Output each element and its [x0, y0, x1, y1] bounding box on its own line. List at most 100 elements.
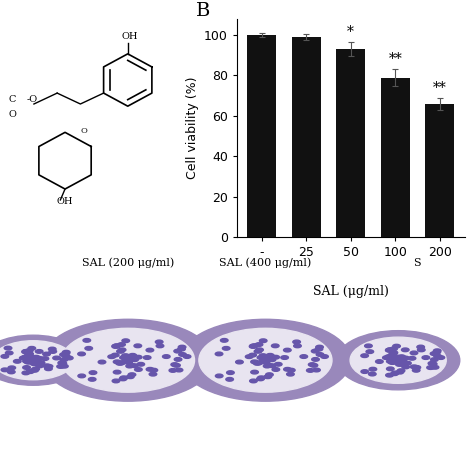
Circle shape	[254, 349, 262, 353]
Circle shape	[32, 367, 39, 371]
Circle shape	[129, 354, 137, 357]
Circle shape	[391, 372, 398, 375]
Circle shape	[433, 349, 441, 353]
Text: S: S	[413, 258, 421, 268]
Circle shape	[111, 353, 119, 357]
Circle shape	[236, 360, 243, 364]
Circle shape	[393, 357, 401, 361]
Circle shape	[28, 357, 36, 361]
Circle shape	[134, 344, 142, 347]
Circle shape	[287, 373, 294, 376]
Circle shape	[118, 348, 126, 352]
Circle shape	[62, 328, 194, 392]
Bar	[425, 104, 454, 237]
Circle shape	[128, 373, 136, 376]
Circle shape	[256, 348, 264, 352]
Circle shape	[118, 343, 125, 346]
Circle shape	[386, 360, 394, 363]
Circle shape	[19, 356, 27, 360]
Circle shape	[117, 349, 124, 353]
Circle shape	[83, 338, 91, 342]
Circle shape	[311, 349, 319, 353]
Circle shape	[255, 361, 263, 365]
Circle shape	[399, 362, 407, 366]
Circle shape	[89, 371, 97, 374]
Circle shape	[337, 331, 460, 390]
Circle shape	[113, 370, 121, 374]
Circle shape	[183, 355, 191, 358]
Circle shape	[383, 356, 390, 359]
Circle shape	[390, 360, 397, 364]
Circle shape	[321, 355, 328, 358]
Circle shape	[410, 365, 418, 369]
Circle shape	[386, 367, 394, 371]
Circle shape	[32, 362, 39, 365]
Circle shape	[417, 345, 425, 349]
Circle shape	[399, 358, 407, 362]
Circle shape	[309, 363, 316, 366]
Circle shape	[281, 356, 288, 359]
Circle shape	[369, 367, 377, 371]
Text: OH: OH	[57, 197, 73, 206]
Circle shape	[25, 353, 32, 356]
Circle shape	[146, 367, 154, 371]
Text: O: O	[9, 110, 16, 119]
Circle shape	[8, 366, 16, 370]
Circle shape	[386, 374, 393, 377]
Circle shape	[65, 356, 73, 360]
Circle shape	[392, 359, 400, 363]
Circle shape	[392, 355, 400, 359]
Circle shape	[288, 368, 295, 372]
Circle shape	[112, 344, 120, 348]
Circle shape	[316, 353, 324, 356]
Circle shape	[272, 356, 280, 359]
Circle shape	[422, 356, 429, 359]
Circle shape	[127, 375, 134, 379]
Text: SAL (μg/ml): SAL (μg/ml)	[313, 285, 389, 298]
Circle shape	[375, 360, 383, 364]
Circle shape	[433, 350, 440, 354]
Circle shape	[393, 356, 401, 360]
Circle shape	[257, 376, 265, 380]
Circle shape	[434, 354, 441, 358]
Circle shape	[391, 356, 399, 360]
Circle shape	[418, 348, 425, 352]
Circle shape	[361, 370, 369, 374]
Circle shape	[274, 363, 282, 366]
Circle shape	[259, 339, 267, 343]
Text: -O: -O	[27, 95, 38, 104]
Circle shape	[13, 359, 21, 363]
Circle shape	[149, 373, 157, 376]
Circle shape	[251, 344, 258, 347]
Circle shape	[398, 356, 406, 359]
Circle shape	[178, 345, 186, 349]
Circle shape	[28, 359, 36, 363]
Circle shape	[246, 355, 253, 358]
Circle shape	[23, 349, 30, 353]
Circle shape	[27, 369, 35, 373]
Circle shape	[26, 360, 33, 364]
Circle shape	[178, 347, 185, 351]
Circle shape	[402, 356, 410, 360]
Circle shape	[118, 361, 125, 365]
Circle shape	[361, 354, 368, 357]
Circle shape	[30, 357, 37, 361]
Circle shape	[131, 364, 138, 367]
Circle shape	[28, 356, 36, 359]
Bar	[381, 78, 410, 237]
Circle shape	[119, 377, 127, 381]
Circle shape	[180, 319, 351, 401]
Circle shape	[156, 344, 164, 348]
Circle shape	[135, 356, 142, 359]
Circle shape	[249, 353, 256, 357]
Circle shape	[36, 364, 43, 368]
Circle shape	[122, 356, 130, 359]
Circle shape	[59, 362, 67, 365]
Circle shape	[395, 357, 402, 360]
Circle shape	[293, 340, 301, 344]
Circle shape	[398, 355, 405, 358]
Circle shape	[78, 374, 85, 378]
Circle shape	[31, 368, 38, 372]
Circle shape	[43, 364, 50, 368]
Circle shape	[32, 356, 40, 359]
